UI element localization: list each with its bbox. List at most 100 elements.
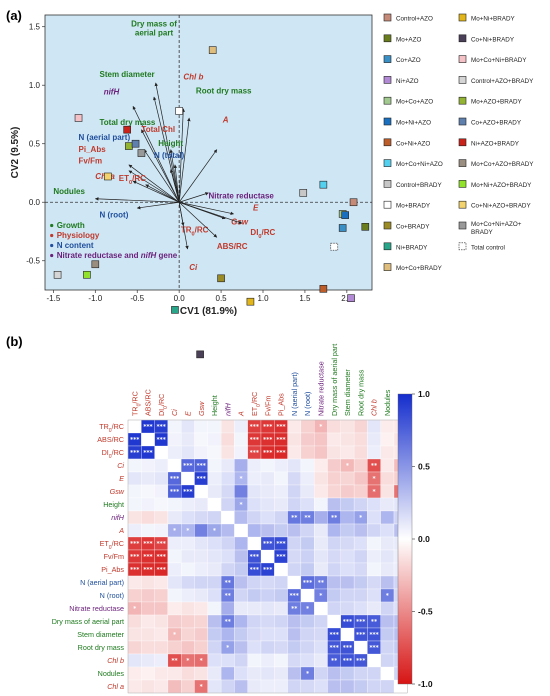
heatmap-cell — [234, 666, 248, 681]
heatmap-cell — [167, 549, 182, 564]
heatmap-cell — [300, 640, 315, 655]
vector-label-abs-rc: ABS/RC — [217, 242, 248, 251]
col-label-a: A — [237, 411, 246, 417]
heatmap-cell — [154, 653, 169, 668]
heatmap-cell — [127, 679, 142, 694]
heatmap-cell — [194, 536, 208, 551]
heatmap-cell — [234, 549, 248, 564]
heatmap-cell — [260, 601, 275, 616]
heatmap-cell — [167, 666, 182, 681]
heatmap-cell — [340, 679, 355, 694]
heatmap-cell — [167, 510, 182, 525]
col-label-dry-mass-of-aerial-part: Dry mass of aerial part — [330, 344, 339, 416]
heatmap-cell — [234, 562, 248, 577]
legend-swatch-mo-co-azo — [383, 96, 392, 105]
heatmap-cell — [194, 510, 208, 525]
significance-mark: *** — [130, 437, 140, 444]
heatmap-cell — [287, 471, 302, 486]
heatmap-cell — [380, 614, 395, 629]
legend-swatch-mo-co-azo-brady — [458, 159, 467, 167]
heatmap-cell — [327, 523, 341, 538]
heatmap-cell — [274, 679, 288, 694]
vector-ci — [178, 202, 189, 250]
legend-label-total-control: Total control — [471, 244, 505, 251]
heatmap-cell — [327, 549, 341, 564]
heatmap-cell — [314, 679, 328, 694]
vector-fv-fm — [128, 170, 180, 203]
row-label-gsw: Gsw — [110, 487, 125, 496]
col-label-nifh: nifH — [223, 402, 232, 416]
heatmap-cell — [181, 562, 195, 577]
heatmap-cell — [141, 666, 155, 681]
heatmap-cell — [274, 510, 288, 525]
heatmap-cell — [234, 640, 248, 655]
significance-mark: * — [186, 528, 190, 535]
significance-mark: ** — [171, 658, 178, 665]
group-legend-nitrate-reductase-and-nifh-gene: Nitrate reductase and nifH gene — [57, 251, 178, 260]
heatmap-cell — [287, 653, 302, 668]
legend-label-co-brady: Co+BRADY — [396, 224, 430, 231]
point-co-ni-brady — [196, 350, 204, 359]
heatmap-cell — [167, 575, 182, 590]
significance-mark: * — [372, 489, 376, 496]
heatmap-cell — [353, 575, 368, 590]
colorbar-tick-label: -0.5 — [418, 607, 433, 617]
heatmap-cell — [367, 445, 381, 460]
heatmap-cell — [353, 536, 368, 551]
heatmap-cell — [141, 679, 155, 694]
heatmap-cell — [314, 562, 328, 577]
heatmap-cell — [154, 627, 169, 642]
point-ni-azo-brady — [123, 125, 131, 134]
row-label-fv-fm: Fv/Fm — [104, 552, 124, 561]
legend-swatch-control-brady — [383, 180, 392, 188]
heatmap-cell — [194, 445, 208, 460]
heatmap-cell — [300, 536, 315, 551]
heatmap-cell — [167, 614, 182, 629]
significance-mark: *** — [143, 424, 153, 431]
legend-label-mo-co-brady: Mo+Co+BRADY — [396, 265, 443, 272]
vector-label-nodules: Nodules — [53, 187, 85, 196]
x-tick-label: 1.0 — [257, 294, 269, 303]
heatmap-cell — [340, 497, 355, 512]
group-legend-growth: Growth — [57, 221, 85, 230]
vector-label-ci: Ci — [189, 263, 198, 272]
heatmap-cell — [260, 484, 275, 499]
heatmap-cell — [300, 549, 315, 564]
heatmap-cell — [300, 653, 315, 668]
col-label-chl-b: Chl b — [370, 399, 379, 416]
significance-mark: * — [306, 606, 310, 613]
heatmap-cell — [181, 445, 195, 460]
heatmap-cell — [181, 588, 195, 603]
legend-swatch-co-ni-brady — [458, 34, 467, 43]
col-label-fv-fm: Fv/Fm — [263, 396, 272, 416]
point-mo-ni-azo-brady — [83, 270, 91, 279]
vector-label-n-total: N (total) — [154, 151, 185, 160]
point-mo-co-ni-azo-brady — [137, 149, 146, 157]
heatmap-cell — [314, 640, 328, 655]
heatmap-cell — [247, 497, 262, 512]
heatmap-cell — [154, 575, 169, 590]
point-co-azo-brady — [131, 139, 140, 148]
significance-mark: * — [200, 658, 204, 665]
heatmap-cell — [234, 445, 248, 460]
legend-swatch-control-azo — [383, 13, 392, 22]
heatmap-cell — [340, 445, 355, 460]
heatmap-cell — [207, 666, 222, 681]
heatmap-cell — [353, 419, 368, 434]
heatmap-cell — [154, 471, 169, 486]
significance-mark: *** — [343, 645, 353, 652]
significance-mark: *** — [170, 489, 180, 496]
heatmap-cell — [127, 653, 142, 668]
vector-label-tr0-rc: TR0/RC — [181, 226, 209, 238]
heatmap-cell — [194, 432, 208, 447]
heatmap-cell — [353, 471, 368, 486]
significance-mark: *** — [143, 450, 153, 457]
heatmap-cell — [181, 627, 195, 642]
vector-label-et0-rc: ET0/RC — [119, 174, 146, 186]
heatmap-cell — [207, 419, 222, 434]
heatmap-cell — [141, 471, 155, 486]
significance-mark: *** — [276, 437, 286, 444]
heatmap-cell — [314, 471, 328, 486]
heatmap-cell — [234, 458, 248, 473]
vector-label-height: Height — [158, 139, 183, 148]
